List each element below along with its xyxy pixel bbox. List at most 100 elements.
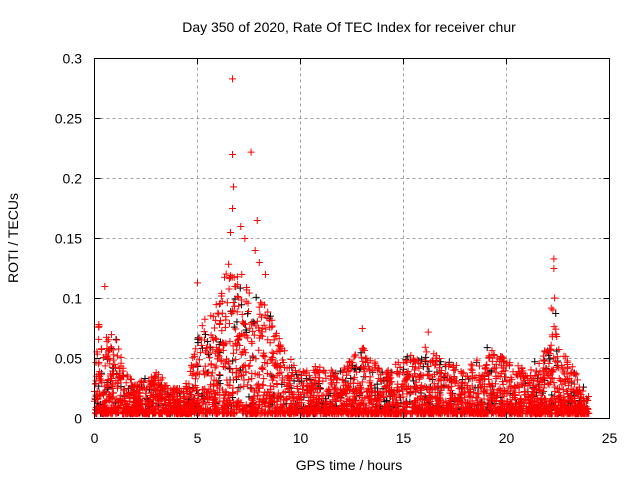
data-point (211, 402, 219, 410)
data-point (517, 367, 525, 375)
data-point (373, 380, 381, 388)
data-point (404, 372, 412, 380)
data-point (535, 403, 543, 411)
data-point (460, 405, 468, 413)
data-point (356, 389, 364, 397)
data-point (394, 402, 402, 410)
data-point (143, 394, 151, 402)
data-point (511, 391, 519, 399)
data-point (218, 327, 226, 335)
data-point (306, 376, 314, 384)
data-point (275, 346, 283, 354)
data-point (491, 391, 499, 399)
data-point (475, 372, 483, 380)
y-tick-label: 0.15 (55, 231, 82, 247)
data-point (522, 388, 530, 396)
data-point (346, 357, 354, 365)
data-point (567, 393, 575, 401)
data-point (157, 399, 165, 407)
data-point (467, 408, 475, 416)
data-point (371, 358, 379, 366)
data-point (120, 408, 128, 416)
data-point (415, 394, 423, 402)
data-point (535, 370, 543, 378)
data-point (158, 384, 166, 392)
data-point (256, 384, 264, 392)
data-point (507, 374, 515, 382)
data-point (505, 361, 513, 369)
data-point (268, 348, 276, 356)
axis-ticks: 0 5 10 15 20 25 0 0.05 0.1 0.15 0.2 0.25 0.3 (55, 51, 618, 447)
data-point (402, 376, 410, 384)
data-point (233, 398, 241, 406)
data-point (242, 298, 250, 306)
data-point (331, 383, 339, 391)
data-point (507, 400, 515, 408)
data-point (99, 410, 107, 418)
data-point (177, 387, 185, 395)
data-point (498, 400, 506, 408)
data-point (540, 364, 548, 372)
data-point (139, 384, 147, 392)
data-point (235, 384, 243, 392)
data-point (344, 381, 352, 389)
data-point (122, 379, 130, 387)
data-point (162, 382, 170, 390)
data-point (458, 378, 466, 386)
data-point (441, 370, 449, 378)
data-point (246, 362, 254, 370)
data-point (552, 310, 560, 317)
data-point (553, 385, 561, 393)
data-point (276, 342, 284, 350)
data-point (237, 223, 245, 230)
data-point (220, 341, 228, 349)
data-point (187, 391, 195, 399)
data-point (547, 304, 555, 312)
data-point (380, 392, 388, 400)
data-point (252, 322, 260, 330)
data-point (128, 409, 136, 417)
data-point (215, 347, 223, 355)
data-point (254, 371, 262, 379)
data-point (209, 346, 217, 354)
data-point (181, 394, 189, 402)
data-point (363, 355, 371, 363)
data-point (517, 396, 525, 404)
data-point (312, 381, 320, 389)
data-point (206, 381, 214, 389)
data-point (216, 397, 224, 405)
data-point (563, 387, 571, 395)
data-point (573, 388, 581, 396)
data-point (297, 393, 305, 401)
data-point (446, 404, 454, 412)
data-point (262, 394, 270, 402)
data-point (484, 370, 492, 378)
data-point (222, 355, 230, 363)
data-point (492, 368, 500, 376)
data-point (398, 387, 406, 395)
data-point (365, 363, 373, 371)
data-point (562, 376, 570, 384)
data-point (525, 404, 533, 412)
data-point (256, 402, 264, 410)
data-point (511, 409, 519, 417)
data-point (530, 394, 538, 402)
data-point (205, 350, 213, 358)
data-point (488, 347, 496, 355)
data-point (99, 401, 107, 409)
data-point (129, 389, 137, 397)
data-point (259, 352, 267, 360)
data-point (248, 399, 256, 407)
data-point (193, 386, 201, 394)
x-tick-label: 5 (194, 430, 202, 446)
data-point (270, 333, 278, 341)
y-axis-label: ROTI / TECUs (5, 193, 21, 283)
data-point (551, 357, 559, 365)
data-point (411, 366, 419, 374)
data-point (224, 401, 232, 409)
data-point (235, 397, 243, 405)
data-point (350, 375, 358, 383)
data-point (224, 381, 232, 389)
data-point (557, 405, 565, 413)
data-point (313, 388, 321, 396)
